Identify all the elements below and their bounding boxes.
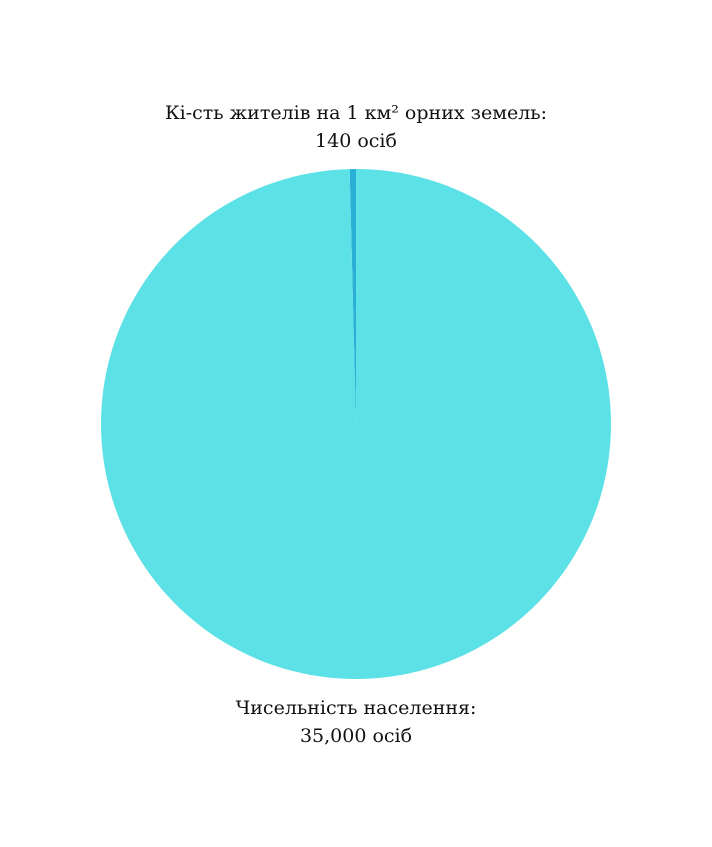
- slice-label-density-value: 140 осіб: [315, 130, 397, 152]
- pie-slice-1: [101, 168, 612, 679]
- slice-label-population: Чисельність населення: 35,000 осіб: [0, 694, 712, 750]
- slice-label-density: Кі-сть жителів на 1 км² орних земель: 14…: [0, 99, 712, 155]
- slice-label-density-title: Кі-сть жителів на 1 км² орних земель:: [164, 102, 548, 124]
- slice-label-population-value: 35,000 осіб: [299, 725, 413, 747]
- pie-slice-0: [349, 169, 356, 424]
- slice-label-population-title: Чисельність населення:: [235, 697, 477, 719]
